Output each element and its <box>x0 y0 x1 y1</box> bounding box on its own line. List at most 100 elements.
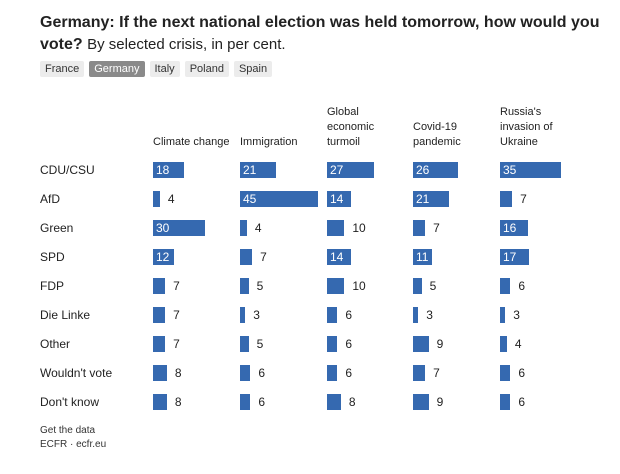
value-label: 3 <box>426 308 433 322</box>
bar <box>500 394 511 410</box>
bar <box>500 365 511 381</box>
row-label: Die Linke <box>40 308 91 322</box>
tab[interactable]: Spain <box>233 61 273 77</box>
column-header: Climate change <box>153 136 230 148</box>
bar <box>327 307 338 323</box>
value-label: 6 <box>518 279 526 293</box>
value-label: 6 <box>345 308 353 322</box>
value-label: 10 <box>352 279 366 293</box>
value-label: 3 <box>513 308 520 322</box>
title-block: Germany: If the next national election w… <box>40 12 600 56</box>
bar <box>327 191 352 207</box>
bar <box>413 162 459 178</box>
value-label: 45 <box>243 192 257 206</box>
bar <box>153 162 185 178</box>
bar <box>500 278 511 294</box>
value-label: 3 <box>253 308 260 322</box>
value-label: 21 <box>243 163 257 177</box>
column-header: Immigration <box>240 136 298 148</box>
bar <box>153 307 166 323</box>
value-label: 30 <box>156 221 170 235</box>
bar <box>240 336 249 352</box>
tab[interactable]: France <box>40 61 85 77</box>
bar <box>500 162 561 178</box>
value-label: 7 <box>520 192 527 206</box>
bar <box>413 307 419 323</box>
row-label: Wouldn't vote <box>40 366 113 380</box>
row-label: Other <box>40 337 71 351</box>
bar <box>240 278 249 294</box>
footer-text: Get the data <box>40 425 96 436</box>
row-label: CDU/CSU <box>40 163 95 177</box>
bar <box>327 365 338 381</box>
value-label: 8 <box>348 395 356 409</box>
value-label: 17 <box>503 250 517 264</box>
footer-text: ECFR · ecfr.eu <box>40 439 107 450</box>
bar <box>153 220 205 236</box>
bar <box>500 307 506 323</box>
value-label: 35 <box>503 163 517 177</box>
value-label: 7 <box>260 250 267 264</box>
value-label: 5 <box>256 279 264 293</box>
value-label: 6 <box>258 366 266 380</box>
value-label: 5 <box>429 279 437 293</box>
row-label: SPD <box>40 250 65 264</box>
bar <box>240 191 318 207</box>
row-label: FDP <box>40 279 64 293</box>
value-label: 11 <box>416 250 429 264</box>
value-label: 7 <box>173 308 180 322</box>
value-label: 9 <box>436 395 444 409</box>
bar <box>500 220 528 236</box>
value-label: 18 <box>156 163 170 177</box>
bar <box>327 162 374 178</box>
column-header: Global economic turmoil <box>327 106 375 148</box>
bar <box>240 162 277 178</box>
bar <box>327 394 341 410</box>
bar <box>500 191 513 207</box>
value-label: 6 <box>345 337 353 351</box>
bar <box>413 220 426 236</box>
value-label: 6 <box>518 366 526 380</box>
tab[interactable]: Germany <box>89 61 145 77</box>
tab[interactable]: Italy <box>149 61 180 77</box>
value-label: 4 <box>167 192 175 206</box>
column-header: Russia's invasion of Ukraine <box>500 106 553 148</box>
value-label: 16 <box>503 221 517 235</box>
bar <box>153 394 167 410</box>
value-label: 4 <box>254 221 262 235</box>
bar <box>413 191 450 207</box>
tab[interactable]: Poland <box>184 61 229 77</box>
bar <box>153 278 166 294</box>
value-label: 8 <box>174 395 182 409</box>
value-label: 27 <box>330 163 344 177</box>
row-label: Don't know <box>40 395 99 409</box>
value-label: 12 <box>156 250 170 264</box>
value-label: 21 <box>416 192 430 206</box>
value-label: 9 <box>436 337 444 351</box>
bar <box>240 220 247 236</box>
value-label: 7 <box>433 221 440 235</box>
bar <box>240 249 253 265</box>
column-header: Covid-19 pandemic <box>413 121 461 148</box>
bar <box>327 336 338 352</box>
value-label: 10 <box>352 221 366 235</box>
bar <box>327 278 345 294</box>
value-label: 26 <box>416 163 430 177</box>
value-label: 7 <box>173 337 180 351</box>
value-label: 8 <box>174 366 182 380</box>
bar <box>153 191 160 207</box>
value-label: 6 <box>518 395 526 409</box>
bar <box>240 365 251 381</box>
value-label: 6 <box>258 395 266 409</box>
chart-title: Germany: If the next national election w… <box>40 14 600 53</box>
tab-bar: France Germany Italy Poland Spain <box>40 61 273 77</box>
row-label: AfD <box>40 192 61 206</box>
value-label: 7 <box>173 279 180 293</box>
value-label: 4 <box>514 337 522 351</box>
bar <box>153 365 167 381</box>
bar <box>413 278 422 294</box>
value-label: 14 <box>330 250 344 264</box>
bar <box>327 249 352 265</box>
value-label: 6 <box>345 366 353 380</box>
